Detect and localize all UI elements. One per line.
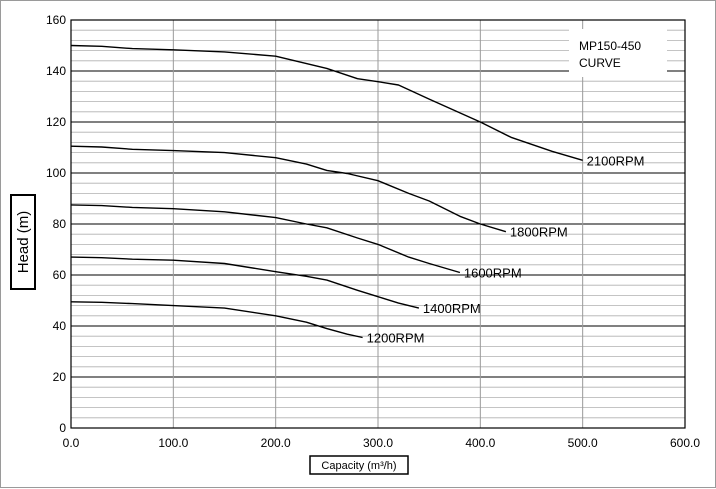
x-tick-label: 400.0 (465, 436, 495, 450)
y-tick-label: 120 (46, 115, 66, 129)
x-tick-label: 500.0 (568, 436, 598, 450)
series-line-1400rpm (70, 256, 420, 309)
chart-title-line-2: CURVE (579, 56, 621, 70)
y-tick-label: 160 (46, 13, 66, 27)
title-box: MP150-450 CURVE (569, 29, 667, 77)
series-label-1600rpm: 1600RPM (464, 265, 522, 280)
y-tick-label: 40 (53, 319, 67, 333)
series-line-2100rpm (70, 44, 583, 161)
x-tick-label: 600.0 (670, 436, 700, 450)
series-label-1800rpm: 1800RPM (510, 225, 568, 240)
series-layer: 2100RPM 1800RPM 1600RPM 1400RPM 1200RPM (70, 44, 645, 345)
x-tick-label: 200.0 (261, 436, 291, 450)
x-tick-label: 0.0 (63, 436, 80, 450)
x-tick-label: 300.0 (363, 436, 393, 450)
y-axis-title: Head (m) (15, 211, 32, 274)
series-line-1800rpm (70, 145, 507, 233)
series-label-1200rpm: 1200RPM (367, 330, 425, 345)
x-axis-title-box: Capacity (m³/h) (309, 455, 409, 475)
x-tick-label: 100.0 (158, 436, 188, 450)
chart-title-line-1: MP150-450 (579, 39, 641, 53)
series-label-1400rpm: 1400RPM (423, 301, 481, 316)
tick-labels: 0 20 40 60 80 100 120 140 160 0.0 100.0 200.0 300.0 4… (46, 13, 700, 450)
series-line-1600rpm (70, 204, 461, 274)
series-label-2100rpm: 2100RPM (587, 153, 645, 168)
x-axis-title: Capacity (m³/h) (321, 460, 396, 472)
y-tick-label: 20 (53, 370, 67, 384)
y-tick-label: 80 (53, 217, 67, 231)
y-tick-label: 100 (46, 166, 66, 180)
y-tick-label: 0 (59, 421, 66, 435)
y-axis-title-box: Head (m) (10, 194, 36, 290)
y-tick-label: 140 (46, 64, 66, 78)
series-line-1200rpm (70, 301, 363, 339)
plot-area-border (70, 19, 686, 429)
y-tick-label: 60 (53, 268, 67, 282)
